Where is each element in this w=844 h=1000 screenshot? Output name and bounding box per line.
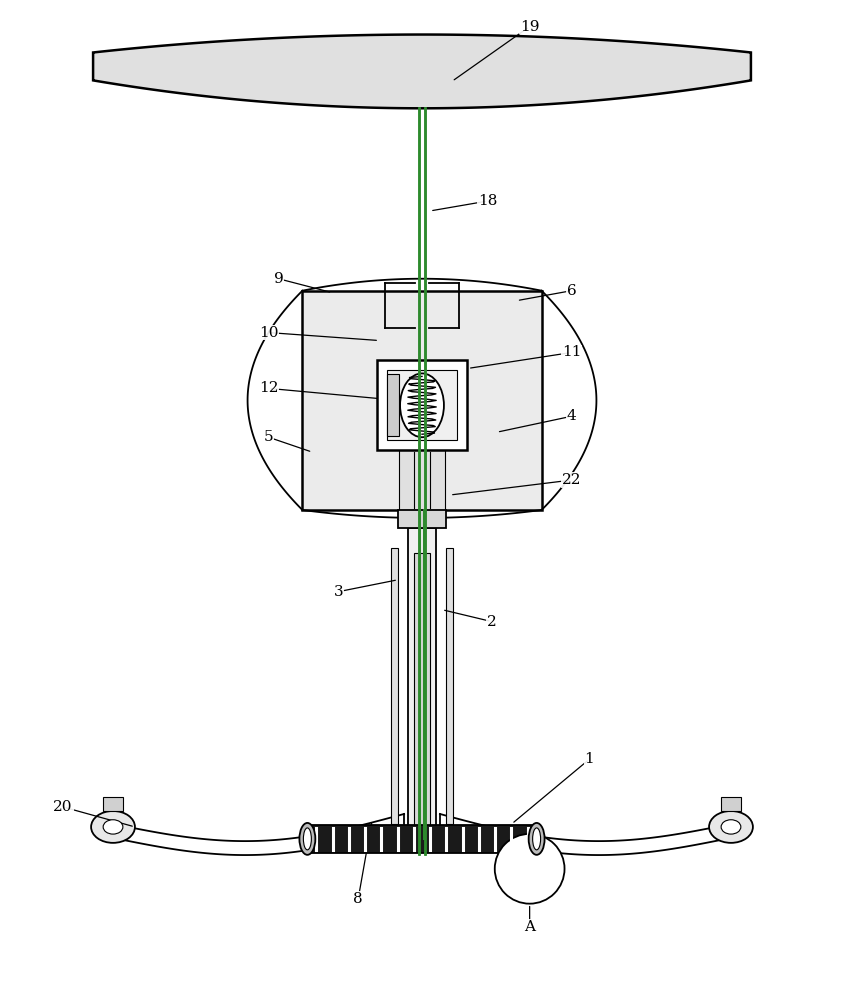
Text: 4: 4 [566, 409, 576, 423]
Circle shape [495, 834, 565, 904]
Bar [398, 510, 446, 528]
Bar [408, 528, 436, 839]
Bar [377, 360, 467, 450]
Bar [414, 553, 430, 834]
Text: 19: 19 [520, 20, 539, 34]
Bar [446, 548, 453, 824]
Ellipse shape [533, 828, 541, 850]
Text: A: A [524, 920, 535, 934]
Ellipse shape [400, 373, 444, 437]
Ellipse shape [300, 823, 316, 855]
Text: 6: 6 [566, 284, 576, 298]
Ellipse shape [528, 823, 544, 855]
Text: 10: 10 [259, 326, 279, 340]
Bar [387, 370, 457, 440]
Text: 12: 12 [259, 381, 279, 395]
Bar [387, 374, 399, 436]
Text: 8: 8 [354, 892, 363, 906]
Text: 22: 22 [562, 473, 582, 487]
Ellipse shape [91, 811, 135, 843]
Bar [391, 548, 398, 824]
Ellipse shape [103, 820, 123, 834]
Ellipse shape [709, 811, 753, 843]
Text: 1: 1 [585, 752, 594, 766]
Text: 9: 9 [273, 272, 284, 286]
Text: 11: 11 [562, 345, 582, 359]
Text: 5: 5 [263, 430, 273, 444]
Bar [399, 450, 445, 510]
Ellipse shape [721, 820, 741, 834]
Ellipse shape [303, 828, 311, 850]
FancyBboxPatch shape [302, 291, 542, 510]
Text: 2: 2 [487, 615, 496, 629]
Bar [103, 797, 123, 811]
Text: 18: 18 [478, 194, 497, 208]
Polygon shape [93, 35, 751, 108]
Text: 3: 3 [333, 585, 344, 599]
Bar [307, 825, 537, 853]
Text: 20: 20 [53, 800, 73, 814]
Bar [721, 797, 741, 811]
